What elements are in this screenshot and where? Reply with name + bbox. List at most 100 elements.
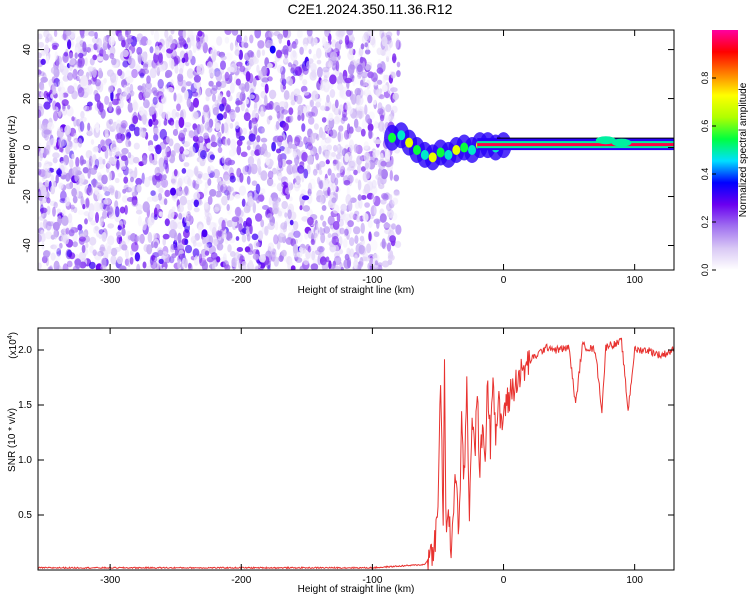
spectrogram-noise-cell [77, 210, 84, 215]
spectrogram-noise-cell [183, 175, 191, 185]
spectrogram-noise-cell [309, 251, 317, 261]
spectrogram-noise-cell [224, 157, 232, 166]
spectrogram-noise-cell [364, 49, 371, 55]
spectrogram-noise-cell [311, 250, 316, 261]
spectrogram-noise-cell [298, 246, 304, 255]
spectrogram-noise-cell [363, 31, 370, 41]
spectrogram-noise-cell [297, 232, 303, 243]
spectrogram-noise-cell [264, 83, 269, 94]
spectrogram-noise-cell [92, 249, 97, 256]
spectrogram-noise-cell [116, 231, 122, 238]
spectrogram-noise-cell [364, 64, 372, 71]
spectrogram-noise-cell [193, 111, 201, 119]
spectrogram-noise-cell [281, 249, 287, 257]
spectrogram-noise-cell [61, 209, 66, 217]
spectrogram-noise-cell [367, 123, 374, 132]
spectrogram-noise-cell [372, 99, 377, 105]
spectrogram-noise-cell [170, 30, 175, 35]
spectrogram-track-core [397, 130, 406, 141]
spectrogram-noise-cell [328, 112, 334, 121]
spectrogram-noise-cell [38, 103, 43, 110]
spectrogram-noise-cell [229, 42, 234, 51]
spectrogram-noise-cell [135, 65, 141, 72]
spectrogram-noise-cell [225, 116, 231, 127]
spectrogram-noise-cell [188, 130, 195, 139]
spectrogram-noise-cell [247, 156, 255, 166]
spectrogram-noise-cell [119, 100, 124, 109]
spectrogram-noise-cell [162, 180, 166, 187]
spectrogram-noise-cell [332, 204, 340, 214]
spectrogram-noise-cell [128, 124, 136, 132]
spectrogram-noise-cell [90, 220, 97, 226]
spectrogram-noise-cell [223, 122, 229, 134]
snr-panel: -300 -200 -100 0 100 0.5 1.0 1.5 2.0 Height of … [7, 327, 675, 595]
spectrogram-noise-cell [289, 115, 294, 123]
spectrogram-noise-cell [343, 179, 351, 186]
spectrogram-noise-cell [212, 93, 216, 102]
spectrogram-noise-cell [67, 39, 72, 50]
spectrogram-noise-cell [287, 62, 292, 68]
spectrogram-noise-cell [221, 123, 225, 134]
spectrogram-noise-cell [53, 111, 59, 122]
spectrogram-noise-cell [359, 56, 364, 64]
spectrogram-noise-cell [130, 250, 134, 256]
spectrogram-noise-cell [341, 30, 346, 36]
spectrogram-noise-cell [235, 130, 241, 139]
spectrogram-noise-cell [153, 241, 158, 249]
spectrogram-noise-cell [203, 104, 210, 113]
spectrogram-noise-cell [58, 242, 63, 249]
spectrogram-noise-cell [348, 160, 356, 168]
spectrogram-noise-cell [374, 139, 382, 145]
spectrogram-noise-cell [267, 242, 275, 252]
spectrogram-track-core [468, 145, 477, 155]
x-tick-label: 100 [626, 275, 643, 286]
spectrogram-noise-cell [311, 90, 319, 101]
snr-y-label: SNR (10 * v/v) [7, 408, 18, 472]
spectrogram-noise-cell [58, 80, 64, 89]
spectrogram-noise-cell [354, 254, 358, 263]
spectrogram-noise-cell [349, 237, 355, 247]
spectrogram-noise-cell [44, 231, 53, 240]
spectrogram-noise-cell [294, 38, 299, 46]
spectrogram-noise-cell [364, 202, 370, 208]
spectrogram-noise-cell [164, 30, 169, 39]
spectrogram-noise-cell [354, 87, 362, 97]
spectrogram-noise-cell [121, 228, 126, 237]
spectrogram-noise-cell [183, 141, 190, 148]
spectrogram-noise-cell [267, 222, 275, 231]
spectrogram-noise-cell [333, 116, 340, 125]
spectrogram-noise-cell [215, 190, 222, 198]
spectrogram-noise-cell [154, 65, 160, 73]
spectrogram-noise-cell [381, 36, 388, 47]
spectrogram-noise-cell [214, 99, 219, 108]
spectrogram-noise-cell [315, 101, 321, 108]
spectrogram-noise-cell [353, 118, 359, 129]
spectrogram-noise-cell [225, 231, 233, 241]
spectrogram-noise-cell [124, 70, 132, 81]
spectrogram-noise-cell [132, 115, 139, 124]
spectrogram-noise-cell [226, 190, 230, 201]
spectrogram-noise-cell [373, 205, 377, 215]
spectrogram-noise-cell [285, 187, 292, 195]
spectrogram-noise-cell [38, 182, 43, 188]
spectrogram-noise-cell [368, 129, 373, 140]
spectrogram-noise-cell [40, 207, 48, 214]
spectrogram-noise-cell [75, 187, 79, 198]
spectrogram-noise-cell [376, 67, 384, 74]
spectrogram-noise-cell [311, 106, 318, 117]
spectrogram-noise-cell [307, 182, 313, 193]
spectrogram-noise-cell [38, 90, 41, 98]
spectrogram-track-core [428, 152, 437, 163]
spectrogram-noise-cell [89, 57, 95, 66]
spectrogram-noise-cell [244, 98, 249, 105]
spectrogram-noise-cell [94, 93, 101, 103]
spectrogram-noise-cell [141, 114, 148, 124]
spectrogram-noise-cell [124, 205, 128, 215]
spectrogram-noise-cell [320, 214, 324, 221]
spectrogram-noise-cell [187, 49, 193, 60]
spectrogram-noise-cell [143, 177, 151, 188]
chart-title: C2E1.2024.350.11.36.R12 [288, 1, 453, 17]
spectrogram-noise-cell [38, 262, 42, 270]
spectrogram-noise-cell [158, 211, 164, 218]
spectrogram-noise-cell [259, 110, 265, 117]
